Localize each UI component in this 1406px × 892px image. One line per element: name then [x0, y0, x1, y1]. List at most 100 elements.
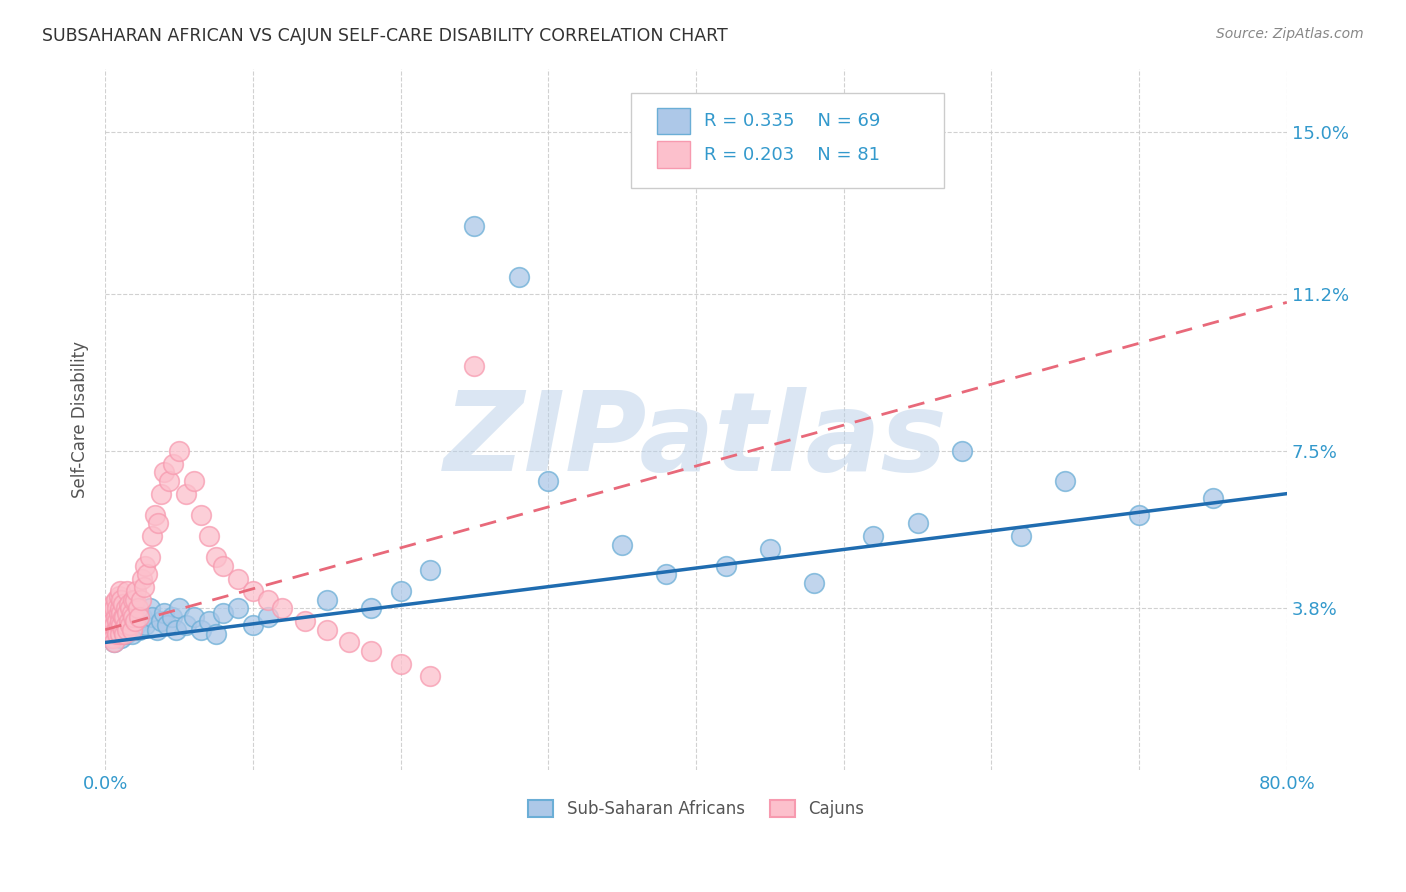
Point — [104, 593, 127, 607]
Point — [141, 610, 163, 624]
Point — [226, 572, 249, 586]
Point — [103, 635, 125, 649]
Point — [294, 614, 316, 628]
Point — [197, 529, 219, 543]
Point — [145, 508, 167, 522]
Point — [107, 606, 129, 620]
Point — [101, 614, 124, 628]
Point — [112, 627, 135, 641]
Point — [112, 614, 135, 628]
Point — [107, 618, 129, 632]
Point — [118, 614, 141, 628]
Point — [138, 601, 160, 615]
Point — [111, 606, 134, 620]
Point — [134, 558, 156, 573]
Point — [117, 606, 139, 620]
Point — [134, 618, 156, 632]
Text: Source: ZipAtlas.com: Source: ZipAtlas.com — [1216, 27, 1364, 41]
Point — [103, 610, 125, 624]
Point — [118, 623, 141, 637]
Point — [508, 269, 530, 284]
Point — [108, 584, 131, 599]
Point — [463, 219, 485, 233]
Point — [104, 610, 127, 624]
Point — [242, 618, 264, 632]
Point — [111, 623, 134, 637]
Point — [141, 529, 163, 543]
Point — [98, 623, 121, 637]
Point — [131, 572, 153, 586]
Point — [124, 614, 146, 628]
Point — [110, 593, 132, 607]
Point — [117, 623, 139, 637]
Point — [105, 627, 128, 641]
Point — [100, 631, 122, 645]
Point — [463, 359, 485, 373]
Point — [110, 618, 132, 632]
Point — [197, 614, 219, 628]
Point — [205, 550, 228, 565]
Point — [157, 474, 180, 488]
Point — [256, 610, 278, 624]
Point — [271, 601, 294, 615]
Point — [360, 644, 382, 658]
Bar — [657, 142, 690, 168]
Text: R = 0.335    N = 69: R = 0.335 N = 69 — [704, 112, 880, 130]
Point — [120, 610, 142, 624]
Point — [117, 584, 139, 599]
Point — [226, 601, 249, 615]
Point — [160, 610, 183, 624]
Point — [124, 614, 146, 628]
Point — [135, 567, 157, 582]
Point — [111, 623, 134, 637]
Point — [150, 486, 173, 500]
Point — [104, 623, 127, 637]
Point — [105, 601, 128, 615]
Point — [907, 516, 929, 531]
Point — [104, 597, 127, 611]
Point — [150, 614, 173, 628]
Point — [122, 601, 145, 615]
Point — [97, 618, 120, 632]
Point — [655, 567, 678, 582]
Point — [127, 606, 149, 620]
Point — [108, 610, 131, 624]
Point — [714, 558, 737, 573]
Point — [153, 606, 176, 620]
Point — [205, 627, 228, 641]
Point — [190, 623, 212, 637]
Point — [315, 593, 337, 607]
Point — [132, 580, 155, 594]
Point — [156, 618, 179, 632]
Point — [118, 597, 141, 611]
Point — [138, 550, 160, 565]
Point — [803, 576, 825, 591]
Point — [107, 589, 129, 603]
Point — [115, 601, 138, 615]
Point — [419, 669, 441, 683]
Point — [256, 593, 278, 607]
Point — [183, 610, 205, 624]
Text: R = 0.203    N = 81: R = 0.203 N = 81 — [704, 145, 880, 164]
Point — [122, 593, 145, 607]
Point — [103, 635, 125, 649]
Point — [242, 584, 264, 599]
Point — [162, 457, 184, 471]
Text: ZIPatlas: ZIPatlas — [444, 387, 948, 494]
Point — [105, 606, 128, 620]
Point — [120, 618, 142, 632]
Point — [112, 610, 135, 624]
Point — [759, 541, 782, 556]
Point — [950, 444, 973, 458]
Point — [537, 474, 560, 488]
Point — [98, 627, 121, 641]
Point — [104, 623, 127, 637]
Point — [105, 614, 128, 628]
Point — [183, 474, 205, 488]
Point — [389, 657, 412, 671]
Point — [120, 601, 142, 615]
Point — [128, 623, 150, 637]
Point — [315, 623, 337, 637]
Point — [337, 635, 360, 649]
Point — [1054, 474, 1077, 488]
